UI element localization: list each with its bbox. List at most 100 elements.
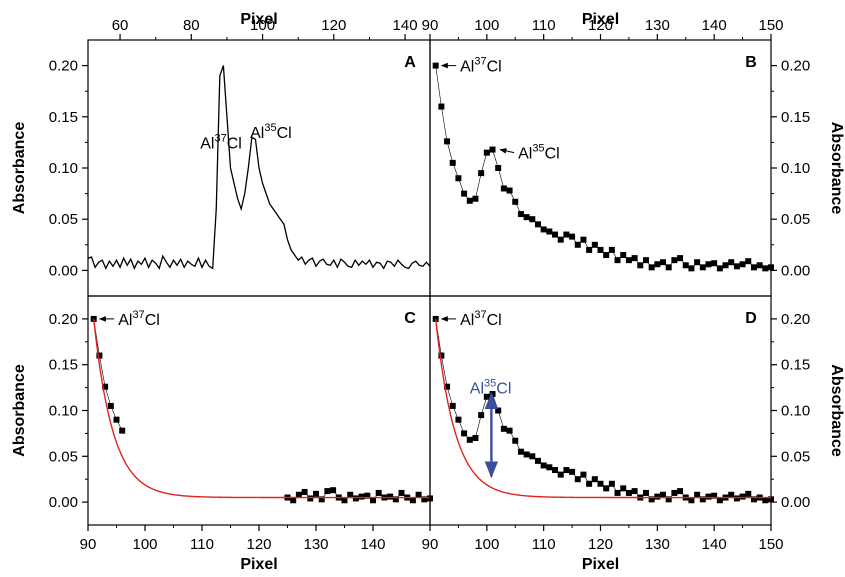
data-point xyxy=(478,170,485,177)
y-tick-label: 0.10 xyxy=(781,403,810,420)
data-point xyxy=(591,476,598,483)
data-point xyxy=(745,490,752,497)
data-point xyxy=(739,493,746,500)
x-tick-label: 120 xyxy=(588,536,613,553)
x-tick-label: 140 xyxy=(702,536,727,553)
data-point xyxy=(756,262,763,269)
data-point xyxy=(580,471,587,478)
data-point xyxy=(546,228,553,235)
data-point xyxy=(455,175,462,182)
x-tick-label: 90 xyxy=(422,536,439,553)
data-point xyxy=(762,497,769,504)
isotope-annotation: Al37Cl xyxy=(118,309,160,329)
data-point xyxy=(642,257,649,264)
data-point xyxy=(313,490,319,497)
x-tick-label: 110 xyxy=(532,17,556,34)
panel-frame xyxy=(429,39,772,297)
x-tick-label: 100 xyxy=(250,17,275,34)
data-point xyxy=(387,493,394,500)
data-point xyxy=(512,437,519,444)
data-point xyxy=(495,165,502,171)
data-point xyxy=(688,497,695,504)
data-point xyxy=(574,241,581,248)
y-tick-label: 0.05 xyxy=(781,448,810,465)
annotation-superscript: 37 xyxy=(474,56,486,68)
data-point xyxy=(631,255,638,262)
annotation-base: Al xyxy=(460,312,474,329)
x-tick-label: 120 xyxy=(246,536,271,553)
data-point xyxy=(608,480,615,487)
annotation-base: Al xyxy=(250,125,264,142)
data-point xyxy=(552,467,559,474)
data-point xyxy=(660,259,667,266)
fit-curve xyxy=(434,318,771,499)
data-point xyxy=(745,258,752,265)
data-point xyxy=(574,476,581,483)
data-point xyxy=(694,259,701,266)
isotope-annotation: Al37Cl xyxy=(200,132,242,152)
data-point xyxy=(625,489,632,496)
annotation-tail: Cl xyxy=(487,59,502,76)
x-axis-title: Pixel xyxy=(240,556,277,573)
data-point xyxy=(512,198,519,205)
data-point xyxy=(472,434,479,441)
data-point xyxy=(290,497,297,504)
y-axis-title: Absorbance xyxy=(11,364,28,457)
isotope-annotation: Al37Cl xyxy=(460,56,502,76)
data-point xyxy=(682,262,689,269)
annotation-base: Al xyxy=(460,59,474,76)
x-tick-label: 120 xyxy=(588,17,613,34)
y-tick-label: 0.15 xyxy=(49,357,78,374)
data-point xyxy=(603,252,610,259)
annotation-base: Al xyxy=(118,312,132,329)
data-point xyxy=(529,453,536,460)
isotope-annotation: Al35Cl xyxy=(518,143,560,163)
data-point xyxy=(107,402,114,409)
data-point xyxy=(711,492,718,499)
data-point xyxy=(421,496,428,503)
data-point xyxy=(330,487,337,494)
annotation-tail: Cl xyxy=(227,135,242,152)
data-point xyxy=(96,352,103,359)
data-point xyxy=(563,467,570,474)
data-point xyxy=(654,493,661,500)
data-point xyxy=(461,190,468,197)
y-tick-label: 0.15 xyxy=(781,109,810,126)
data-point xyxy=(438,103,445,110)
x-tick-label: 90 xyxy=(422,17,439,34)
annotation-base: Al xyxy=(470,381,484,398)
x-tick-label: 140 xyxy=(393,17,418,34)
data-point xyxy=(620,252,627,259)
x-tick-label: 130 xyxy=(303,536,328,553)
data-point xyxy=(597,246,604,253)
data-point xyxy=(733,263,740,270)
annotation-arrow xyxy=(499,148,515,154)
data-point xyxy=(750,496,757,503)
data-point xyxy=(119,427,126,434)
y-tick-label: 0.10 xyxy=(49,160,78,177)
annotation-tail: Cl xyxy=(145,312,160,329)
y-tick-label: 0.00 xyxy=(49,262,78,279)
panel-label: C xyxy=(404,310,416,327)
data-point xyxy=(750,264,757,271)
data-point xyxy=(768,264,774,271)
y-tick-label: 0.05 xyxy=(49,448,78,465)
data-point xyxy=(637,262,644,269)
data-point xyxy=(569,233,576,240)
chart-panel-d: 90 100 110 120 130 140 150 0.00 0.05 0.10 0.15 0.20… xyxy=(422,295,845,573)
x-tick-label: 130 xyxy=(645,536,670,553)
data-point xyxy=(352,495,359,502)
data-point xyxy=(728,259,735,266)
x-tick-label: 140 xyxy=(360,536,385,553)
data-point xyxy=(500,425,507,432)
data-point xyxy=(540,226,547,233)
data-point xyxy=(364,492,371,499)
annotation-base: Al xyxy=(200,135,214,152)
annotation-tail: Cl xyxy=(487,312,502,329)
data-point xyxy=(614,257,621,264)
data-point xyxy=(586,246,593,253)
data-point xyxy=(347,491,354,498)
data-point xyxy=(534,457,541,464)
data-point xyxy=(569,468,576,475)
data-point xyxy=(711,260,718,267)
